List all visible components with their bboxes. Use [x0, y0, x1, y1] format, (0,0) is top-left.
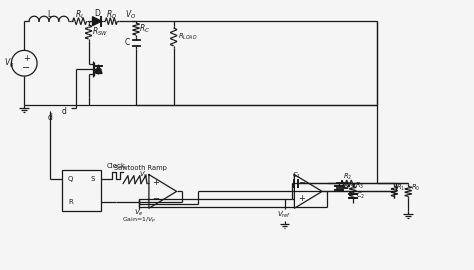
Text: $R_L$: $R_L$	[74, 8, 85, 21]
Polygon shape	[92, 17, 101, 26]
Text: +: +	[23, 54, 30, 63]
Text: Q: Q	[68, 176, 73, 181]
Text: −: −	[298, 178, 305, 187]
Text: $R_1$: $R_1$	[396, 182, 405, 193]
Text: $V_e$: $V_e$	[134, 208, 144, 218]
Text: $R_3$: $R_3$	[355, 180, 365, 191]
Text: d: d	[47, 113, 53, 122]
Text: $R_2$: $R_2$	[343, 171, 352, 182]
Text: L: L	[47, 10, 51, 19]
Text: Sawtooth Ramp: Sawtooth Ramp	[114, 165, 166, 171]
Text: $V_p$: $V_p$	[139, 170, 148, 181]
Text: D: D	[94, 9, 100, 18]
Text: $C_3$: $C_3$	[345, 180, 355, 191]
Text: −: −	[152, 194, 159, 203]
Text: $V_O$: $V_O$	[126, 8, 137, 21]
Bar	[62, 170, 101, 211]
Text: R: R	[68, 199, 73, 205]
Text: $C_1$: $C_1$	[292, 170, 301, 181]
Polygon shape	[95, 66, 102, 73]
Text: Gain=1/$V_p$: Gain=1/$V_p$	[122, 216, 156, 226]
Text: S: S	[91, 176, 95, 181]
Text: +: +	[153, 178, 159, 187]
Text: $R_{LOAD}$: $R_{LOAD}$	[178, 32, 197, 42]
Text: $R_{SW}$: $R_{SW}$	[92, 26, 109, 38]
Text: Clock: Clock	[107, 163, 126, 169]
Text: d: d	[62, 107, 67, 116]
Text: $V_{ref}$: $V_{ref}$	[277, 210, 292, 220]
Text: −: −	[22, 63, 30, 73]
Text: $V_g$: $V_g$	[4, 57, 14, 70]
Text: $C_2$: $C_2$	[356, 191, 365, 201]
Text: $R_C$: $R_C$	[139, 23, 150, 35]
Text: +: +	[298, 194, 305, 203]
Text: $C_3$: $C_3$	[341, 181, 350, 192]
Text: $R_0$: $R_0$	[410, 182, 420, 193]
Text: C: C	[125, 38, 130, 48]
Text: $R_D$: $R_D$	[106, 8, 117, 21]
